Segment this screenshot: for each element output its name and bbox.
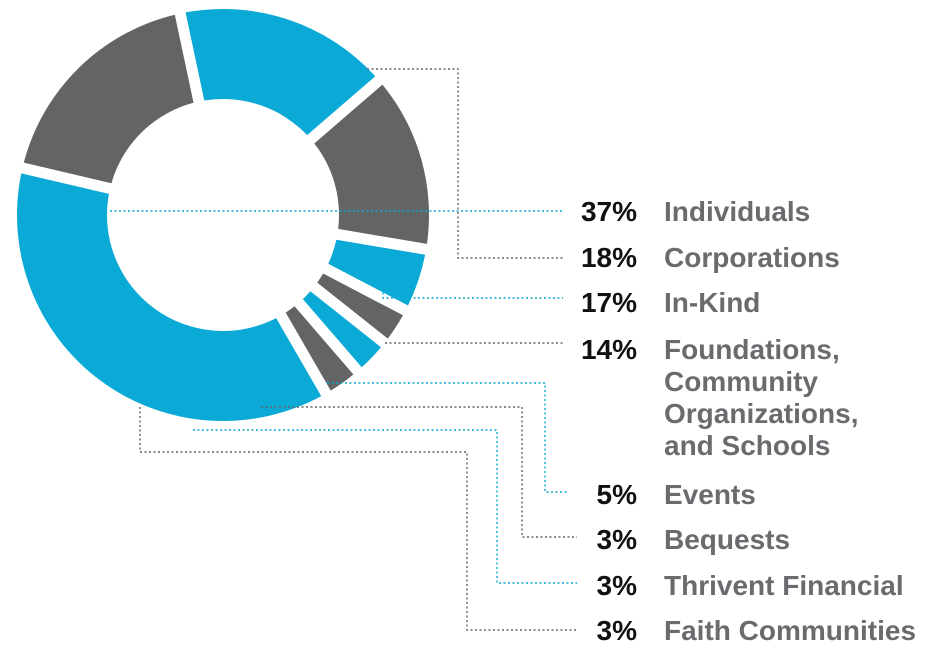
slice-faith-communities — [285, 306, 354, 391]
category-label-in-kind: In-Kind — [664, 287, 760, 318]
slice-thrivent-financial — [302, 291, 381, 368]
leader-line-corporations — [367, 68, 563, 259]
category-label-foundations-community-organizations-and-schools-line-3: Organizations, — [664, 398, 858, 429]
leader-line-in-kind — [382, 270, 563, 299]
category-label-events: Events — [664, 479, 756, 510]
category-label-thrivent-financial: Thrivent Financial — [664, 570, 904, 601]
leader-line-faith-communities — [139, 407, 577, 631]
slice-events — [328, 239, 426, 306]
value-label-bequests: 3% — [597, 524, 638, 555]
category-label-bequests: Bequests — [664, 524, 790, 555]
value-label-corporations: 18% — [581, 242, 637, 273]
donut-slices — [17, 8, 429, 421]
value-label-thrivent-financial: 3% — [597, 570, 638, 601]
slice-individuals — [17, 173, 322, 421]
leader-line-bequests — [261, 406, 577, 538]
value-label-faith-communities: 3% — [597, 615, 638, 646]
slice-bequests — [317, 273, 403, 339]
category-label-corporations: Corporations — [664, 242, 840, 273]
legend-labels: 37% Individuals 18% Corporations 17% In-Kind 1… — [581, 196, 916, 646]
value-label-in-kind: 17% — [581, 287, 637, 318]
leader-lines — [110, 68, 577, 631]
category-label-individuals: Individuals — [664, 196, 810, 227]
value-label-individuals: 37% — [581, 196, 637, 227]
leader-line-thrivent-financial — [193, 429, 577, 584]
category-label-foundations-community-organizations-and-schools-line-1: Foundations, — [664, 334, 840, 365]
category-label-foundations-community-organizations-and-schools-line-2: Community — [664, 366, 818, 397]
value-label-events: 5% — [597, 479, 638, 510]
slice-corporations — [23, 14, 194, 184]
category-label-foundations-community-organizations-and-schools-line-4: and Schools — [664, 430, 830, 461]
category-label-faith-communities: Faith Communities — [664, 615, 916, 646]
value-label-foundations-community-organizations-and-schools: 14% — [581, 334, 637, 365]
slice-in-kind — [185, 8, 376, 136]
slice-foundations-community-organizations-and-schools — [314, 84, 429, 244]
leader-line-events — [327, 382, 569, 493]
